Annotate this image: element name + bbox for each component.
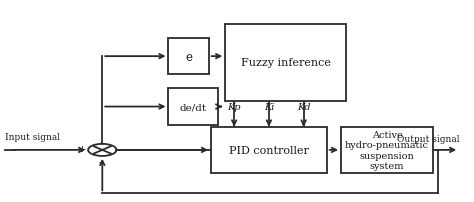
FancyBboxPatch shape [168,39,209,75]
Text: Active
hydro-pneumatic
suspension
system: Active hydro-pneumatic suspension system [345,130,429,170]
FancyBboxPatch shape [341,127,433,173]
FancyBboxPatch shape [211,127,327,173]
Text: e: e [185,50,192,63]
Text: -: - [99,157,102,167]
Text: PID controller: PID controller [229,145,309,155]
FancyBboxPatch shape [168,89,218,125]
FancyBboxPatch shape [225,25,346,101]
Text: Kd: Kd [297,102,310,111]
Text: Output signal: Output signal [397,135,459,144]
Text: Input signal: Input signal [5,133,60,142]
Text: Kp: Kp [228,102,241,111]
Text: Fuzzy inference: Fuzzy inference [240,58,330,68]
Text: +: + [77,145,86,154]
Text: Ki: Ki [264,102,274,111]
Text: de/dt: de/dt [180,103,207,112]
